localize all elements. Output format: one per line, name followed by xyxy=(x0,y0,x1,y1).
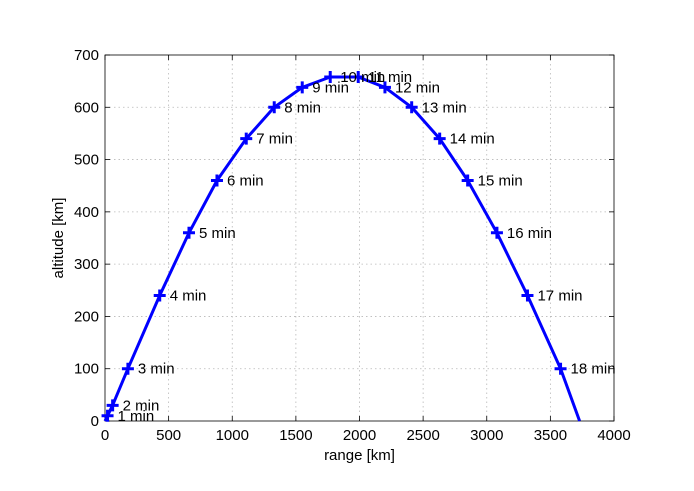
time-marker xyxy=(182,226,195,239)
time-marker-label: 12 min xyxy=(395,79,440,96)
time-marker-label: 8 min xyxy=(284,99,321,116)
x-tick-label: 500 xyxy=(156,427,181,444)
x-axis-title: range [km] xyxy=(324,447,395,464)
time-marker xyxy=(490,226,503,239)
time-marker-label: 4 min xyxy=(170,288,207,305)
y-tick-label: 100 xyxy=(74,361,99,378)
y-tick-label: 700 xyxy=(74,47,99,64)
time-marker xyxy=(210,174,223,187)
time-marker-label: 7 min xyxy=(256,131,293,148)
x-tick-label: 1500 xyxy=(279,427,312,444)
y-tick-label: 500 xyxy=(74,152,99,169)
grid-lines xyxy=(105,55,614,421)
time-marker xyxy=(106,399,119,412)
time-marker-label: 17 min xyxy=(537,288,582,305)
time-marker-label: 15 min xyxy=(478,172,523,189)
time-marker-label: 14 min xyxy=(450,131,495,148)
time-marker-label: 11 min xyxy=(368,69,412,86)
y-tick-label: 600 xyxy=(74,99,99,116)
time-marker-label: 6 min xyxy=(227,172,264,189)
time-marker xyxy=(461,174,474,187)
time-marker-label: 13 min xyxy=(422,99,467,116)
y-tick-label: 400 xyxy=(74,204,99,221)
time-marker xyxy=(554,362,567,375)
x-tick-label: 3500 xyxy=(534,427,567,444)
time-marker-label: 18 min xyxy=(571,361,616,378)
axis-ticks xyxy=(104,54,615,422)
y-axis-title: altitude [km] xyxy=(50,198,67,279)
time-marker xyxy=(433,132,446,145)
time-marker xyxy=(101,409,114,422)
time-marker xyxy=(240,132,253,145)
y-tick-label: 200 xyxy=(74,308,99,325)
time-marker xyxy=(352,70,365,83)
tick-labels: 0 500 1000 1500 2000 2500 3000 3500 4000 0 100 200 3… xyxy=(74,47,631,444)
time-marker xyxy=(121,362,134,375)
x-tick-label: 4000 xyxy=(597,427,630,444)
y-tick-label: 0 xyxy=(91,413,99,430)
time-marker-label: 2 min xyxy=(123,397,160,414)
time-markers xyxy=(101,70,567,422)
x-tick-label: 3000 xyxy=(470,427,503,444)
time-marker-label: 10 min xyxy=(340,69,385,86)
x-tick-label: 1000 xyxy=(216,427,249,444)
trajectory-line xyxy=(103,75,582,422)
time-marker xyxy=(324,70,337,83)
x-tick-label: 0 xyxy=(101,427,109,444)
time-marker-label: 9 min xyxy=(312,79,349,96)
time-marker xyxy=(153,289,166,302)
time-marker-label: 3 min xyxy=(138,361,175,378)
time-marker-label: 1 min xyxy=(118,408,155,425)
y-tick-label: 300 xyxy=(74,256,99,273)
time-marker-label: 5 min xyxy=(199,225,236,242)
x-tick-label: 2500 xyxy=(406,427,439,444)
time-marker xyxy=(521,289,534,302)
time-marker xyxy=(405,101,418,114)
time-marker-label: 16 min xyxy=(507,225,552,242)
time-marker xyxy=(378,81,391,94)
x-tick-label: 2000 xyxy=(343,427,376,444)
time-marker xyxy=(296,81,309,94)
time-marker xyxy=(268,101,281,114)
